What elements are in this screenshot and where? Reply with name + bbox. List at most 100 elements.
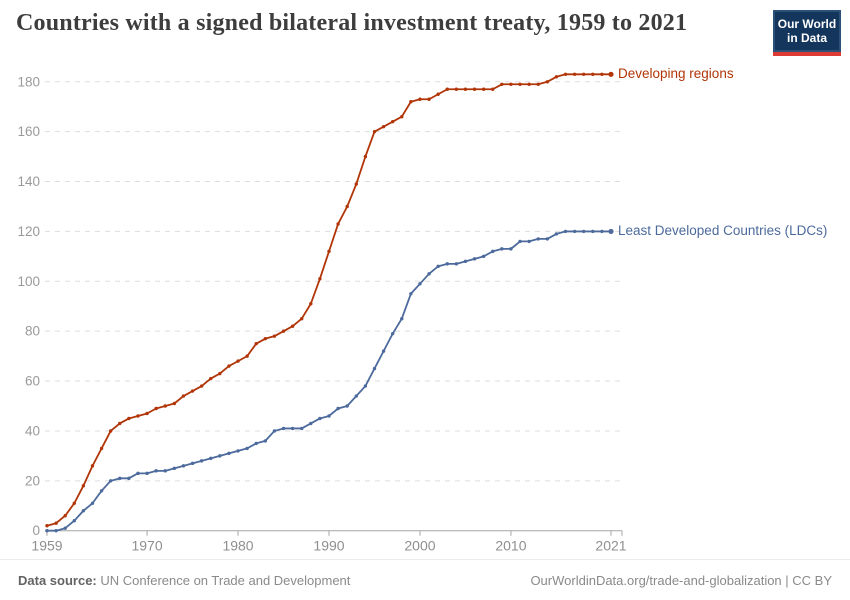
series-line-0[interactable]: [46, 73, 612, 527]
data-point: [472, 87, 477, 91]
data-point: [545, 237, 550, 241]
data-point: [336, 406, 340, 411]
data-point: [63, 514, 67, 518]
page-title: Countries with a signed bilateral invest…: [16, 10, 688, 36]
owid-logo[interactable]: Our World in Data: [773, 10, 841, 52]
data-point: [90, 501, 95, 505]
data-point: [445, 262, 449, 266]
data-point: [400, 317, 404, 321]
data-point: [327, 414, 331, 418]
data-point: [209, 456, 213, 461]
data-point: [554, 75, 559, 79]
y-tick-label: 140: [17, 174, 40, 189]
data-point: [172, 401, 177, 406]
chart-footer: Data source: UN Conference on Trade and …: [0, 559, 850, 600]
data-point: [400, 114, 404, 119]
data-point: [381, 124, 386, 129]
data-source-text: Data source: UN Conference on Trade and …: [18, 573, 350, 588]
data-point: [472, 257, 477, 261]
data-point: [500, 247, 504, 251]
data-point: [582, 72, 586, 76]
data-point: [300, 317, 304, 321]
data-point: [154, 406, 158, 411]
data-point: [54, 529, 58, 533]
data-point: [272, 429, 277, 433]
data-point: [54, 521, 58, 525]
data-point: [372, 129, 377, 134]
data-point: [418, 282, 422, 286]
data-point: [527, 82, 531, 86]
data-point: [136, 471, 140, 476]
data-point: [199, 384, 204, 388]
data-point: [327, 249, 331, 254]
series-label-ldcs[interactable]: Least Developed Countries (LDCs): [618, 223, 828, 239]
data-point: [318, 416, 322, 421]
x-tick-label: 1980: [222, 538, 253, 554]
data-point: [281, 426, 286, 431]
owid-logo-inner: Our World in Data: [773, 10, 841, 52]
data-point: [454, 262, 459, 266]
data-point: [127, 476, 131, 481]
owid-logo-line2: in Data: [786, 31, 827, 45]
data-point: [481, 254, 486, 259]
data-point: [409, 292, 413, 296]
credit-link[interactable]: OurWorldinData.org/trade-and-globalizati…: [530, 572, 832, 588]
data-point: [608, 71, 614, 77]
data-source-label: Data source:: [18, 572, 97, 588]
data-point: [427, 97, 431, 101]
data-source-value: UN Conference on Trade and Development: [96, 572, 351, 588]
data-point: [582, 229, 586, 234]
data-point: [108, 429, 113, 433]
data-point: [45, 529, 49, 533]
y-tick-label: 0: [32, 523, 40, 538]
series-label-developing-regions[interactable]: Developing regions: [618, 66, 734, 82]
data-point: [436, 264, 440, 269]
y-tick-label: 40: [25, 423, 40, 438]
data-point: [518, 239, 522, 244]
data-point: [545, 80, 550, 84]
data-point: [481, 87, 486, 91]
data-point: [254, 441, 258, 446]
x-tick-label: 1990: [313, 538, 344, 554]
data-point: [309, 302, 313, 306]
data-point: [181, 394, 186, 398]
data-point: [190, 389, 195, 393]
data-point: [145, 471, 149, 476]
data-point: [354, 182, 358, 186]
owid-logo-accent-bar: [773, 52, 841, 56]
data-point: [245, 354, 249, 358]
data-point: [45, 524, 49, 528]
data-point: [118, 421, 122, 426]
data-point: [272, 334, 277, 338]
data-point: [81, 484, 86, 488]
data-point: [554, 232, 559, 236]
data-point: [99, 489, 104, 493]
data-point: [491, 87, 495, 91]
data-point: [145, 411, 149, 416]
y-tick-label: 60: [25, 374, 40, 389]
data-point: [290, 426, 295, 431]
data-point: [163, 404, 167, 408]
data-point: [300, 426, 304, 431]
data-point: [108, 479, 113, 483]
y-tick-label: 20: [25, 473, 40, 488]
data-point: [500, 82, 504, 86]
data-point: [390, 331, 395, 336]
data-point: [154, 469, 158, 473]
data-point: [372, 366, 377, 371]
data-point: [199, 459, 204, 463]
data-point: [509, 247, 513, 251]
data-point: [118, 476, 122, 481]
data-point: [363, 384, 368, 388]
y-tick-label: 160: [17, 124, 40, 139]
data-point: [127, 416, 131, 421]
data-point: [81, 509, 86, 513]
data-point: [245, 446, 249, 451]
data-point: [227, 451, 231, 456]
data-point: [527, 239, 531, 244]
owid-logo-line1: Our World: [777, 17, 837, 31]
data-point: [381, 349, 386, 353]
data-point: [72, 519, 76, 523]
data-point: [345, 204, 349, 209]
